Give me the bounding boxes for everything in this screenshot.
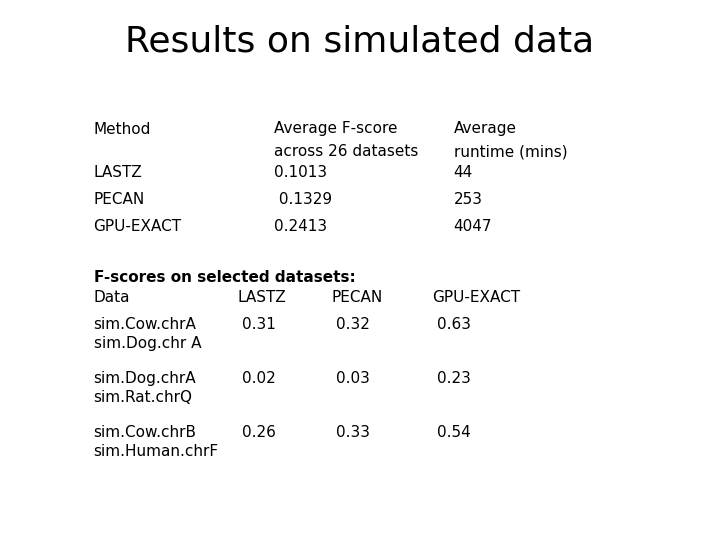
Text: Average: Average bbox=[454, 122, 517, 137]
Text: across 26 datasets: across 26 datasets bbox=[274, 144, 418, 159]
Text: sim.Dog.chrA: sim.Dog.chrA bbox=[94, 371, 197, 386]
Text: 253: 253 bbox=[454, 192, 482, 207]
Text: 4047: 4047 bbox=[454, 219, 492, 234]
Text: 0.32: 0.32 bbox=[336, 317, 370, 332]
Text: 0.63: 0.63 bbox=[436, 317, 471, 332]
Text: Results on simulated data: Results on simulated data bbox=[125, 24, 595, 58]
Text: PECAN: PECAN bbox=[331, 290, 382, 305]
Text: 0.31: 0.31 bbox=[242, 317, 276, 332]
Text: 0.2413: 0.2413 bbox=[274, 219, 327, 234]
Text: 0.1013: 0.1013 bbox=[274, 165, 327, 180]
Text: GPU-EXACT: GPU-EXACT bbox=[94, 219, 181, 234]
Text: 44: 44 bbox=[454, 165, 473, 180]
Text: 0.03: 0.03 bbox=[336, 371, 370, 386]
Text: sim.Human.chrF: sim.Human.chrF bbox=[94, 444, 219, 459]
Text: Data: Data bbox=[94, 290, 130, 305]
Text: LASTZ: LASTZ bbox=[238, 290, 287, 305]
Text: 0.1329: 0.1329 bbox=[274, 192, 332, 207]
Text: 0.23: 0.23 bbox=[436, 371, 471, 386]
Text: Method: Method bbox=[94, 122, 151, 137]
Text: sim.Cow.chrA: sim.Cow.chrA bbox=[94, 317, 197, 332]
Text: LASTZ: LASTZ bbox=[94, 165, 143, 180]
Text: Average F-score: Average F-score bbox=[274, 122, 397, 137]
Text: GPU-EXACT: GPU-EXACT bbox=[432, 290, 520, 305]
Text: runtime (mins): runtime (mins) bbox=[454, 144, 567, 159]
Text: sim.Rat.chrQ: sim.Rat.chrQ bbox=[94, 390, 193, 405]
Text: F-scores on selected datasets:: F-scores on selected datasets: bbox=[94, 270, 356, 285]
Text: 0.54: 0.54 bbox=[437, 425, 470, 440]
Text: 0.33: 0.33 bbox=[336, 425, 370, 440]
Text: sim.Dog.chr A: sim.Dog.chr A bbox=[94, 336, 201, 351]
Text: sim.Cow.chrB: sim.Cow.chrB bbox=[94, 425, 197, 440]
Text: 0.26: 0.26 bbox=[242, 425, 276, 440]
Text: PECAN: PECAN bbox=[94, 192, 145, 207]
Text: 0.02: 0.02 bbox=[243, 371, 276, 386]
